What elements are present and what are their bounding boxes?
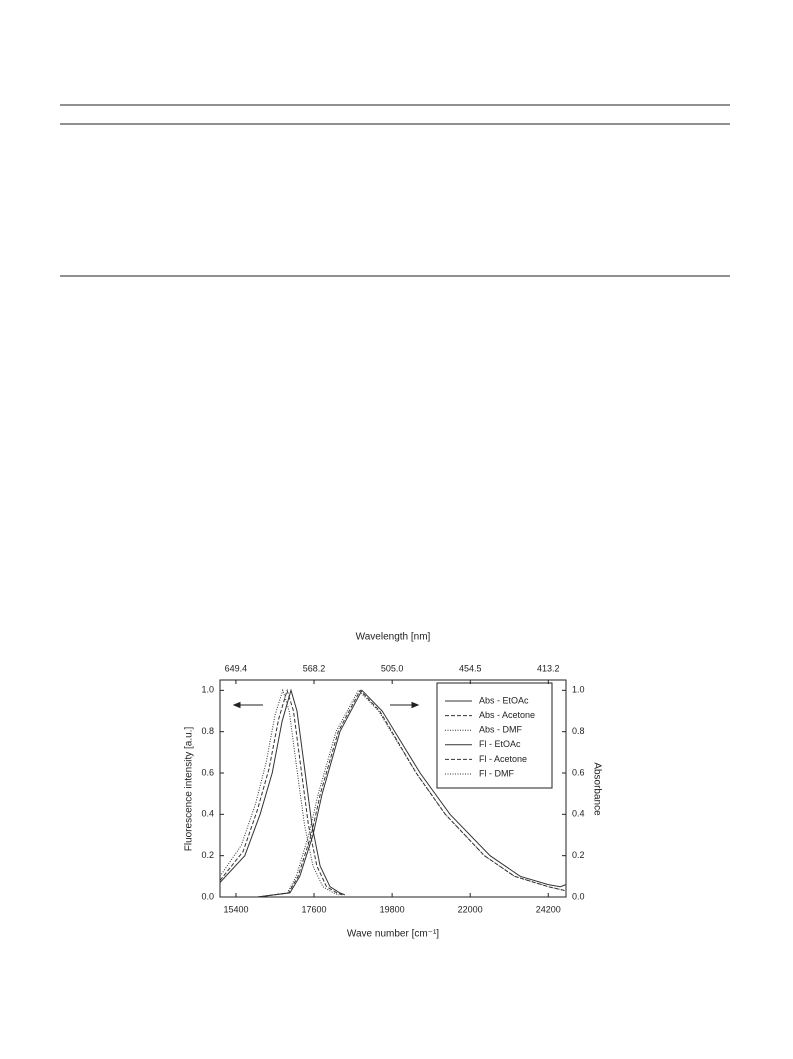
x2-axis-label: Wavelength [nm] [356,632,431,643]
x2-tick-label: 568.2 [303,663,326,673]
legend-label: Abs - Acetone [479,710,535,720]
x-tick-label: 22000 [458,904,483,914]
y-tick-label: 1.0 [201,685,214,695]
y2-tick-label: 0.2 [572,850,585,860]
x-tick-label: 15400 [223,904,248,914]
legend-label: Abs - EtOAc [479,695,529,705]
legend-label: Fl - Acetone [479,754,527,764]
y-tick-label: 0.8 [201,726,214,736]
y2-tick-label: 0.4 [572,809,585,819]
y-tick-label: 0.2 [201,850,214,860]
y-tick-label: 0.4 [201,809,214,819]
y2-tick-label: 0.8 [572,726,585,736]
legend-label: Fl - EtOAc [479,739,521,749]
series-line [257,689,567,898]
series-line [257,689,567,898]
series-line [219,688,343,896]
y-tick-label: 0.6 [201,767,214,777]
x-tick-label: 19800 [380,904,405,914]
legend-label: Fl - DMF [479,768,514,778]
y-axis-label: Fluorescence intensity [a.u.] [184,727,195,852]
x-tick-label: 24200 [536,904,561,914]
y2-tick-label: 0.0 [572,891,585,901]
legend-label: Abs - DMF [479,725,523,735]
x2-tick-label: 649.4 [225,663,248,673]
x-axis-label: Wave number [cm⁻¹] [347,929,439,940]
y2-tick-label: 0.6 [572,767,585,777]
y2-tick-label: 1.0 [572,685,585,695]
x2-tick-label: 454.5 [459,663,482,673]
arrow-left [232,701,263,709]
plot-frame [219,679,567,898]
series-line [219,688,340,896]
x-tick-label: 17600 [302,904,327,914]
x2-tick-label: 413.2 [537,663,560,673]
series-line [219,688,346,896]
x2-tick-label: 505.0 [381,663,404,673]
y-tick-label: 0.0 [201,891,214,901]
y2-axis-label: Absorbance [591,762,602,816]
arrow-right [390,701,420,709]
series-line [257,689,567,898]
